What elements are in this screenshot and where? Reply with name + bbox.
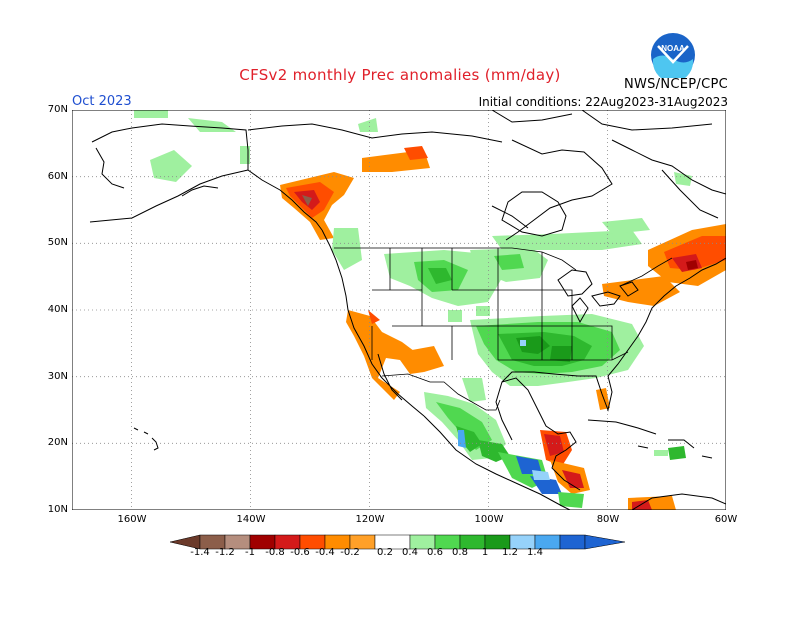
mexico-coast [423, 377, 581, 510]
colorbar-label: 0.2 [377, 547, 393, 558]
great-lakes [557, 269, 639, 324]
lon-label-120w: 120W [355, 514, 385, 525]
colorbar-label: -0.8 [265, 547, 285, 558]
lon-label-60w: 60W [714, 514, 738, 525]
colorbar-label: 0.8 [452, 547, 468, 558]
us-mexico-border [381, 373, 501, 411]
political-borders [334, 247, 673, 411]
colorbar-label: -0.4 [315, 547, 335, 558]
map-gridlines [72, 110, 726, 510]
colorbar-label: 0.4 [402, 547, 418, 558]
lat-label-70n: 70N [47, 104, 68, 115]
initial-conditions: Initial conditions: 22Aug2023-31Aug2023 [478, 95, 728, 109]
colorbar-label: -0.2 [340, 547, 360, 558]
state-lines [371, 248, 629, 361]
agency-label: NWS/NCEP/CPC [623, 77, 728, 92]
lat-label-40n: 40N [47, 304, 68, 315]
noaa-logo: NOAA [651, 33, 695, 78]
lon-label-100w: 100W [474, 514, 504, 525]
hawaii [133, 427, 159, 451]
lon-label-80w: 80W [596, 514, 620, 525]
map-title: CFSv2 monthly Prec anomalies (mm/day) [239, 66, 561, 84]
colorbar-right-arrow [584, 534, 626, 550]
noaa-logo-text: NOAA [661, 44, 685, 53]
colorbar-swatches [169, 534, 626, 550]
alaska-coast [89, 123, 323, 231]
lat-label-10n: 10N [47, 504, 68, 515]
lat-label-60n: 60N [47, 171, 68, 182]
us-east-coast [501, 257, 726, 412]
colorbar-label: -1.2 [215, 547, 235, 558]
lon-label-160w: 160W [117, 514, 147, 525]
neg-anomaly-california [346, 310, 424, 400]
colorbar-label: 0.6 [427, 547, 443, 558]
colorbar-label: 1.4 [527, 547, 543, 558]
colorbar-label: -0.6 [290, 547, 310, 558]
lat-label-20n: 20N [47, 437, 68, 448]
anomaly-fields [134, 110, 726, 510]
lat-label-30n: 30N [47, 371, 68, 382]
colorbar-label: 1.2 [502, 547, 518, 558]
colorbar-label: -1 [245, 547, 255, 558]
lat-label-50n: 50N [47, 237, 68, 248]
forecast-period: Oct 2023 [72, 94, 132, 109]
precip-anomaly-map [72, 110, 726, 510]
coastlines [89, 110, 726, 510]
us-west-coast [321, 229, 425, 417]
precip-colorbar [169, 534, 630, 554]
lon-label-140w: 140W [236, 514, 266, 525]
colorbar-label: -1.4 [190, 547, 210, 558]
colorbar-label: 1 [481, 547, 489, 558]
us-canada-border [334, 247, 673, 287]
